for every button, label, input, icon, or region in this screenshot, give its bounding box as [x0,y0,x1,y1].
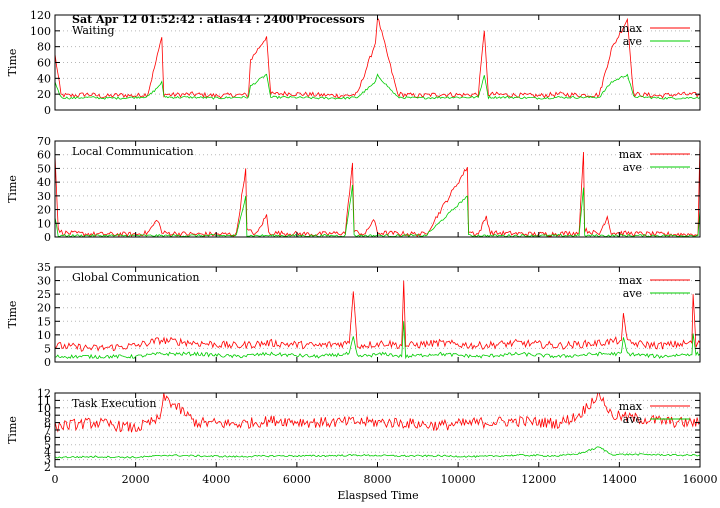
panel-title: Global Communication [72,271,200,284]
series-line-ave [54,73,701,100]
x-tick-label: 12000 [521,473,556,486]
y-axis-title: Time [6,175,19,203]
y-tick-label: 2 [44,461,51,474]
y-tick-label: 25 [37,288,51,301]
y-tick-label: 30 [37,275,51,288]
y-tick-label: 9 [44,409,51,422]
series-line-ave [54,446,701,459]
y-axis-title: Time [6,49,19,77]
y-tick-label: 4 [44,446,51,459]
legend-label-max: max [619,400,643,413]
y-tick-label: 20 [37,88,51,101]
legend-label-ave: ave [623,413,642,426]
panel-title: Waiting [72,24,115,37]
x-tick-label: 16000 [683,473,718,486]
legend-label-max: max [619,148,643,161]
y-axis-title: Time [6,301,19,329]
figure-header: Sat Apr 12 01:52:42 : atlas44 : 2400 Pro… [72,13,365,26]
legend-label-max: max [619,274,643,287]
y-tick-label: 70 [37,135,51,148]
y-tick-label: 15 [37,315,51,328]
y-tick-label: 11 [37,394,51,407]
x-tick-label: 8000 [364,473,392,486]
legend-label-ave: ave [623,287,642,300]
y-tick-label: 8 [44,417,51,430]
y-axis-title: Time [6,416,19,444]
y-tick-label: 0 [44,356,51,369]
y-tick-label: 60 [37,57,51,70]
panel-title: Local Communication [72,145,194,158]
legend-label-ave: ave [623,35,642,48]
x-tick-label: 6000 [283,473,311,486]
y-tick-label: 80 [37,41,51,54]
x-tick-label: 4000 [202,473,230,486]
series-line-max [54,392,701,433]
x-tick-label: 14000 [602,473,637,486]
y-tick-label: 3 [44,454,51,467]
y-tick-label: 10 [37,329,51,342]
y-tick-label: 0 [44,231,51,244]
y-tick-label: 20 [37,302,51,315]
y-tick-label: 50 [37,162,51,175]
x-axis-title: Elaspsed Time [337,489,418,502]
x-tick-label: 0 [52,473,59,486]
series-line-max [54,16,701,99]
y-tick-label: 10 [37,217,51,230]
y-tick-label: 100 [30,25,51,38]
y-tick-label: 12 [37,387,51,400]
y-tick-label: 35 [37,261,51,274]
legend-label-max: max [619,22,643,35]
series-line-ave [54,184,701,238]
series-line-max [55,280,701,352]
x-tick-label: 2000 [122,473,150,486]
y-tick-label: 60 [37,149,51,162]
y-tick-label: 7 [44,424,51,437]
y-tick-label: 0 [44,104,51,117]
panel-title: Task Execution [72,397,156,410]
legend-label-ave: ave [623,161,642,174]
y-tick-label: 40 [37,176,51,189]
y-tick-label: 120 [30,9,51,22]
y-tick-label: 5 [44,439,51,452]
y-tick-label: 20 [37,204,51,217]
series-line-max [54,140,701,238]
series-line-ave [54,321,701,360]
y-tick-label: 40 [37,72,51,85]
y-tick-label: 5 [44,342,51,355]
y-tick-label: 30 [37,190,51,203]
y-tick-label: 6 [44,431,51,444]
x-tick-label: 10000 [441,473,476,486]
y-tick-label: 10 [37,402,51,415]
